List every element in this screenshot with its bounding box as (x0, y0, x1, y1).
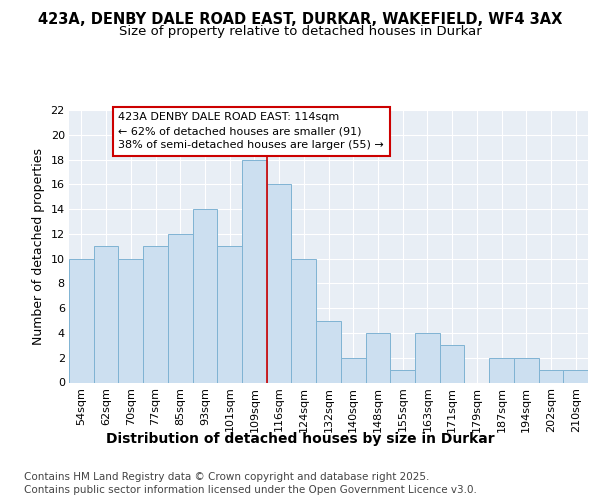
Text: Size of property relative to detached houses in Durkar: Size of property relative to detached ho… (119, 25, 481, 38)
Text: Distribution of detached houses by size in Durkar: Distribution of detached houses by size … (106, 432, 494, 446)
Bar (390, 370, 415, 382)
Bar (69, 258, 94, 382)
Bar (143, 246, 168, 382)
Bar (440, 346, 464, 383)
Bar (341, 358, 365, 382)
Bar (489, 358, 514, 382)
Bar (292, 258, 316, 382)
Bar (217, 246, 242, 382)
Text: 423A DENBY DALE ROAD EAST: 114sqm
← 62% of detached houses are smaller (91)
38% : 423A DENBY DALE ROAD EAST: 114sqm ← 62% … (118, 112, 384, 150)
Y-axis label: Number of detached properties: Number of detached properties (32, 148, 45, 345)
Bar (94, 246, 118, 382)
Bar (118, 258, 143, 382)
Text: Contains public sector information licensed under the Open Government Licence v3: Contains public sector information licen… (24, 485, 477, 495)
Bar (193, 209, 217, 382)
Bar (563, 370, 588, 382)
Bar (514, 358, 539, 382)
Bar (539, 370, 563, 382)
Text: Contains HM Land Registry data © Crown copyright and database right 2025.: Contains HM Land Registry data © Crown c… (24, 472, 430, 482)
Bar (365, 333, 390, 382)
Bar (415, 333, 440, 382)
Bar (267, 184, 292, 382)
Bar (168, 234, 193, 382)
Bar (242, 160, 267, 382)
Bar (316, 320, 341, 382)
Text: 423A, DENBY DALE ROAD EAST, DURKAR, WAKEFIELD, WF4 3AX: 423A, DENBY DALE ROAD EAST, DURKAR, WAKE… (38, 12, 562, 28)
